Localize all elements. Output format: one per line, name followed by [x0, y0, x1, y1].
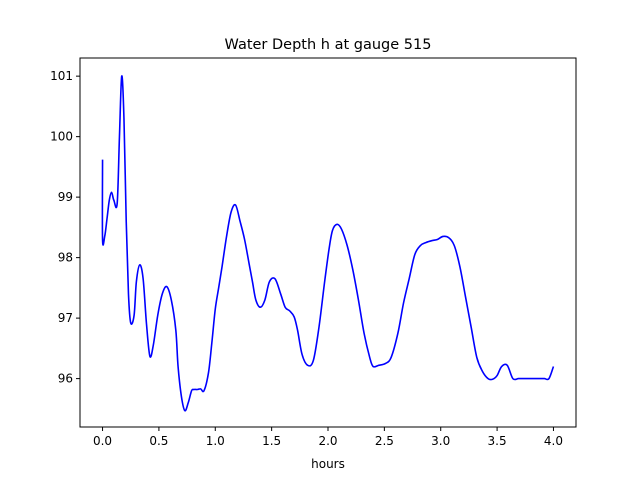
x-tick-label: 3.0: [431, 434, 450, 448]
x-tick-label: 4.0: [544, 434, 563, 448]
y-tick-label: 100: [50, 130, 73, 144]
series-line: [101, 75, 555, 412]
x-tick-label: 2.0: [318, 434, 337, 448]
x-tick-label: 1.0: [206, 434, 225, 448]
x-axis-label: hours: [311, 457, 345, 471]
x-tick-label: 2.5: [375, 434, 394, 448]
y-tick-label: 96: [58, 372, 73, 386]
x-axis: 0.0 0.5 1.0 1.5 2.0 2.5 3.0 3.5 4.0: [93, 427, 563, 448]
chart-title: Water Depth h at gauge 515: [225, 37, 432, 53]
y-axis: 96 97 98 99 100 101: [50, 69, 80, 386]
x-tick-label: 1.5: [262, 434, 281, 448]
y-tick-label: 99: [58, 190, 73, 204]
y-tick-label: 101: [50, 69, 73, 83]
x-tick-label: 3.5: [488, 434, 507, 448]
y-tick-label: 98: [58, 251, 73, 265]
x-tick-label: 0.0: [93, 434, 112, 448]
x-tick-label: 0.5: [149, 434, 168, 448]
y-tick-label: 97: [58, 311, 73, 325]
